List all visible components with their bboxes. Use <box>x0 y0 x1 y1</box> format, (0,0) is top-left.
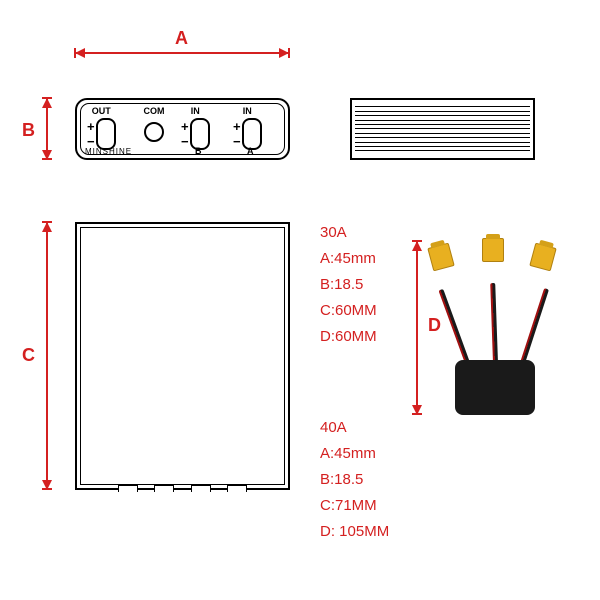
spec-40a-title: 40A <box>320 415 389 441</box>
port-b-letter: B <box>195 146 202 156</box>
fin <box>355 146 530 147</box>
harness-module <box>455 360 535 415</box>
fin <box>355 124 530 125</box>
fin <box>355 137 530 138</box>
bottom-plate-view <box>75 222 290 490</box>
spec-30a-d: D:60MM <box>320 324 377 350</box>
fin <box>355 111 530 112</box>
xt60-connector <box>529 243 556 272</box>
brand-text: MINSHINE <box>85 147 132 156</box>
spec-40a-a: A:45mm <box>320 441 389 467</box>
fin <box>355 142 530 143</box>
fin <box>355 120 530 121</box>
in-label-b: IN <box>181 106 210 116</box>
spec-40a-c: C:71MM <box>320 493 389 519</box>
spec-40a-b: B:18.5 <box>320 467 389 493</box>
fin <box>355 115 530 116</box>
fin <box>355 128 530 129</box>
spec-40a-d: D: 105MM <box>320 519 389 545</box>
com-circle <box>144 122 164 142</box>
xt60-connector <box>482 238 504 262</box>
out-label: OUT <box>87 106 116 116</box>
port-out: OUT +− <box>87 106 116 150</box>
dim-arrow-d <box>416 242 418 414</box>
xt60-connector <box>427 243 454 272</box>
dim-label-b: B <box>22 120 35 141</box>
bottom-inner <box>80 227 285 485</box>
dim-label-c: C <box>22 345 35 366</box>
port-a-letter: A <box>247 146 254 156</box>
cable <box>438 289 469 364</box>
dim-arrow-b <box>46 99 48 159</box>
port-com: COM <box>139 106 169 142</box>
side-heatsink-view <box>350 98 535 160</box>
front-panel-view: OUT +− COM IN +− IN +− MINSHINE B A <box>75 98 290 160</box>
spec-30a-c: C:60MM <box>320 298 377 324</box>
fin <box>355 133 530 134</box>
notch <box>154 485 174 492</box>
in-label-a: IN <box>233 106 262 116</box>
port-in-b: IN +− <box>181 106 210 150</box>
dim-arrow-a <box>76 52 288 54</box>
dim-label-a: A <box>175 28 188 49</box>
notch <box>227 485 247 492</box>
cable <box>490 283 498 363</box>
port-in-a: IN +− <box>233 106 262 150</box>
polarity-marks: +− <box>181 120 189 148</box>
spec-40a: 40A A:45mm B:18.5 C:71MM D: 105MM <box>320 415 389 545</box>
spec-30a: 30A A:45mm B:18.5 C:60MM D:60MM <box>320 220 377 350</box>
notches <box>77 485 288 492</box>
fin <box>355 150 530 151</box>
cable-harness <box>420 245 565 415</box>
dim-arrow-c <box>46 223 48 489</box>
port-slot <box>96 118 116 150</box>
com-label: COM <box>139 106 169 116</box>
notch <box>191 485 211 492</box>
notch <box>118 485 138 492</box>
spec-30a-title: 30A <box>320 220 377 246</box>
spec-30a-a: A:45mm <box>320 246 377 272</box>
polarity-marks: +− <box>87 120 95 148</box>
cable <box>520 288 549 364</box>
polarity-marks: +− <box>233 120 241 148</box>
fin <box>355 106 530 107</box>
spec-30a-b: B:18.5 <box>320 272 377 298</box>
